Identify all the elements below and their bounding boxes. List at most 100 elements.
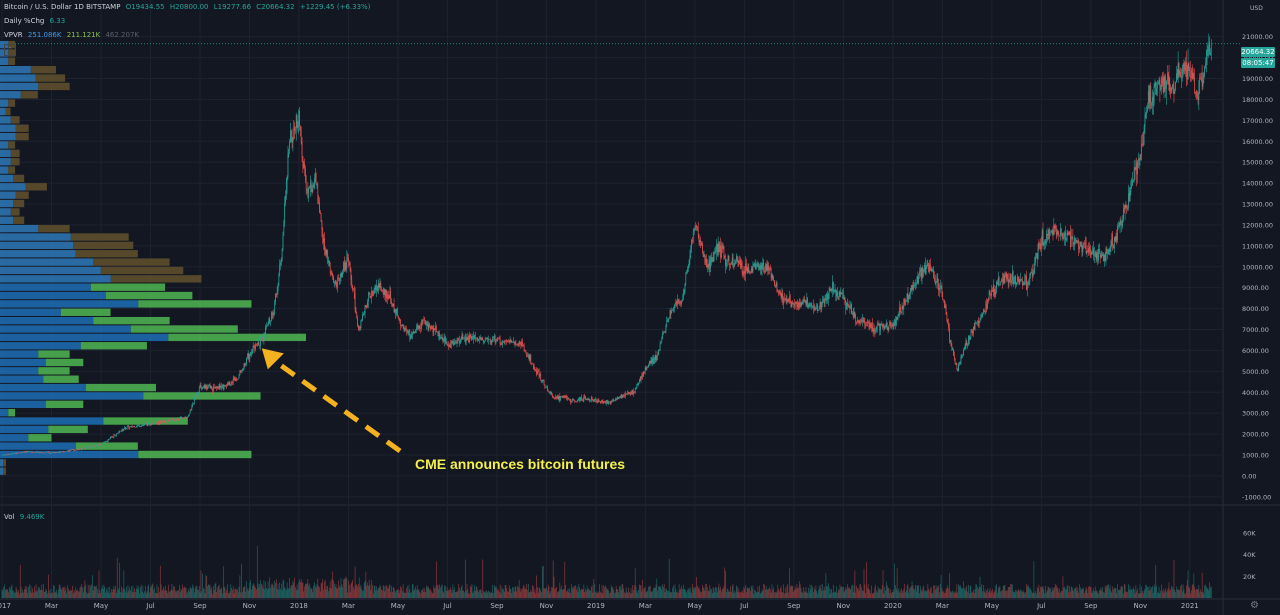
candle-body [381, 290, 382, 291]
candle-body [278, 274, 280, 287]
candle-body [647, 366, 649, 368]
candle-body [196, 393, 198, 397]
candle-body [727, 255, 729, 261]
volume-bar [584, 592, 586, 598]
volume-bar [790, 585, 792, 598]
volume-bar [761, 589, 763, 598]
volume-bar [832, 584, 834, 598]
candle-body [1013, 281, 1015, 284]
candle-body [262, 340, 264, 342]
vpvr-down-bar [168, 333, 306, 342]
volume-bar [263, 580, 265, 598]
candle-body [754, 263, 755, 267]
volume-bar [328, 591, 329, 598]
volume-bar [692, 584, 693, 598]
candle-body [489, 339, 491, 343]
candle-body [470, 335, 472, 340]
settings-gear-icon[interactable]: ⚙ [1250, 600, 1259, 611]
candle-body [600, 400, 602, 403]
candle-body [174, 418, 176, 421]
candle-body [865, 325, 866, 326]
candle-body [488, 339, 489, 341]
symbol-title[interactable]: Bitcoin / U.S. Dollar 1D BITSTAMP [4, 3, 121, 11]
candle-body [829, 288, 831, 291]
candle-body [92, 445, 94, 447]
volume-bar [968, 593, 970, 598]
volume-bar [875, 584, 876, 598]
candle-body [314, 178, 315, 188]
candle-body [1186, 62, 1187, 77]
volume-bar [206, 576, 208, 598]
candle-body [515, 342, 517, 345]
candle-body [156, 423, 158, 425]
volume-bar [161, 590, 163, 598]
volume-bar [965, 587, 967, 598]
collapse-legend-button[interactable]: ⌃ [4, 44, 16, 56]
vpvr-down-bar [75, 250, 138, 258]
candle-body [1078, 240, 1080, 250]
volume-bar [996, 584, 997, 598]
candle-body [361, 320, 363, 322]
volume-bar [502, 589, 503, 598]
price-tick-label: 12000.00 [1242, 221, 1273, 229]
vpvr-label[interactable]: VPVR [4, 31, 23, 39]
volume-bar [277, 583, 279, 598]
volume-bar [712, 587, 714, 598]
volume-bar [920, 589, 922, 598]
candle-body [812, 307, 813, 309]
candle-body [1064, 232, 1065, 238]
volume-bar [322, 579, 324, 598]
volume-bar [467, 589, 469, 598]
volume-bar [193, 586, 194, 598]
candle-body [1001, 279, 1002, 283]
candle-body [135, 426, 137, 428]
candle-body [415, 329, 416, 333]
volume-bar [904, 584, 905, 598]
candle-body [808, 304, 810, 307]
vpvr-up-bar [0, 224, 39, 233]
volume-bar [132, 585, 134, 598]
volume-bar [802, 592, 804, 598]
candle-body [679, 302, 681, 303]
candle-body [522, 341, 523, 346]
candle-body [645, 367, 647, 370]
candle-body [107, 439, 109, 442]
time-tick-label: Mar [342, 602, 355, 610]
candle-body [886, 322, 887, 327]
candle-body [538, 371, 540, 376]
candle-body [191, 406, 193, 410]
candle-body [704, 254, 706, 263]
volume-bar [69, 589, 71, 598]
vpvr-up-bar [0, 74, 36, 82]
candle-body [787, 299, 789, 303]
candle-body [294, 126, 295, 131]
candle-body [725, 259, 726, 266]
candle-body [295, 130, 296, 132]
volume-bar [544, 588, 546, 598]
candle-body [840, 292, 842, 295]
candle-body [187, 416, 189, 418]
candle-body [243, 363, 245, 370]
volume-bar [160, 584, 162, 598]
candle-body [287, 153, 289, 177]
volume-label[interactable]: Vol [4, 513, 15, 521]
volume-bar [1192, 584, 1194, 598]
vpvr-down-bar [30, 66, 56, 74]
volume-bar [401, 587, 402, 598]
candle-body [856, 321, 857, 323]
volume-bar [120, 591, 121, 598]
candle-body [843, 297, 845, 299]
vpvr-up-bar [0, 283, 91, 291]
volume-bar [737, 591, 739, 598]
volume-bar [548, 586, 550, 598]
candle-body [263, 336, 265, 341]
currency-unit-label[interactable]: USD [1250, 5, 1263, 12]
candle-body [643, 371, 644, 377]
candle-body [1099, 249, 1100, 254]
candle-body [1168, 75, 1170, 91]
daily-change-label[interactable]: Daily %Chg [4, 17, 45, 25]
candle-body [851, 303, 852, 314]
candle-body [555, 396, 557, 399]
candle-body [208, 385, 210, 386]
